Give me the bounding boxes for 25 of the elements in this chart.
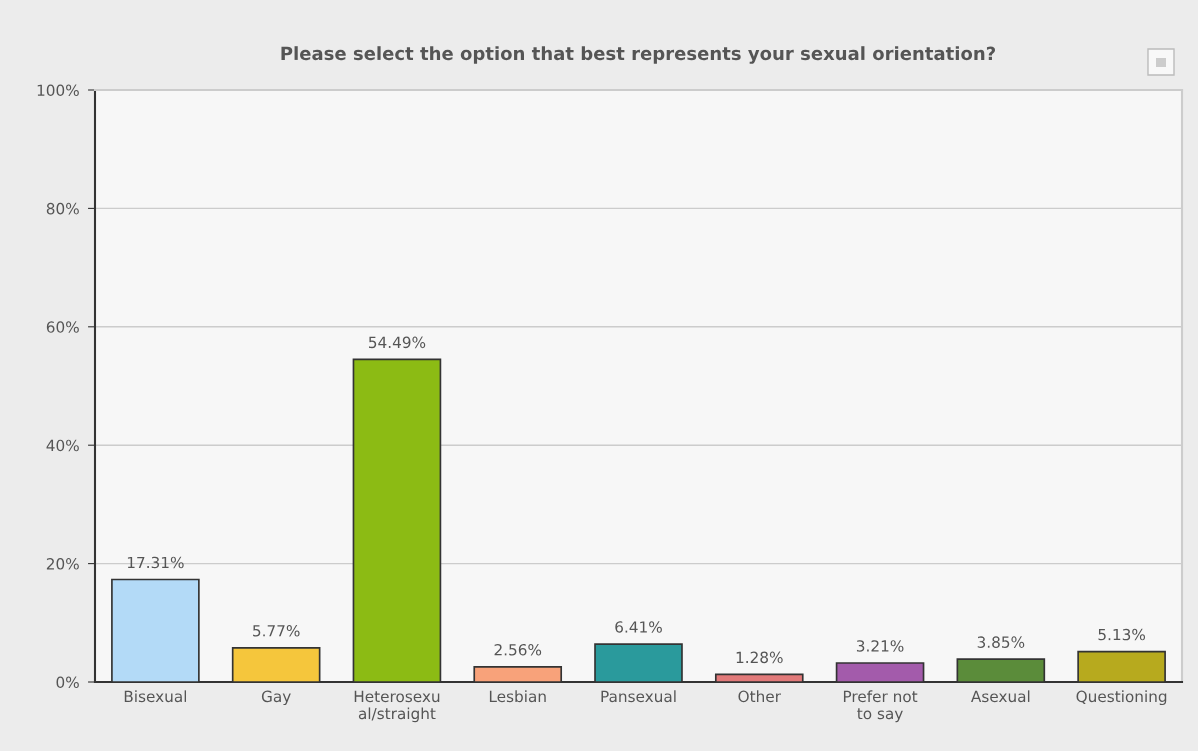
y-tick-label: 100%	[37, 84, 79, 97]
x-tick-label: Gay	[261, 690, 291, 706]
x-tick-label: Questioning	[1076, 690, 1167, 706]
y-tick-label: 0%	[56, 676, 79, 689]
x-tick-label: Asexual	[971, 690, 1030, 703]
x-tick-label: Other	[738, 690, 781, 703]
x-tick-label: Prefer not to say	[843, 690, 918, 723]
y-tick-label: 80%	[46, 202, 79, 215]
y-tick-label: 20%	[46, 558, 79, 570]
x-tick-label: Bisexual	[124, 690, 187, 703]
x-tick-label: Heterosexu al/straight	[354, 690, 440, 723]
data-label: 3.85%	[977, 636, 1025, 648]
data-label: 54.49%	[369, 336, 426, 349]
chart-title: Please select the option that best represents your sexual orientation?	[281, 46, 996, 64]
y-tick-label: 60%	[46, 321, 79, 333]
data-label: 6.41%	[615, 621, 662, 633]
data-label: 3.21%	[856, 640, 904, 652]
data-label: 5.77%	[253, 624, 300, 637]
data-label: 2.56%	[494, 644, 542, 656]
x-tick-label: Lesbian	[489, 690, 546, 703]
data-label: 5.13%	[1098, 628, 1146, 641]
y-tick-label: 40%	[46, 439, 79, 452]
data-label: 1.28%	[736, 651, 783, 664]
data-label: 17.31%	[127, 556, 184, 569]
x-tick-label: Pansexual	[601, 690, 676, 703]
